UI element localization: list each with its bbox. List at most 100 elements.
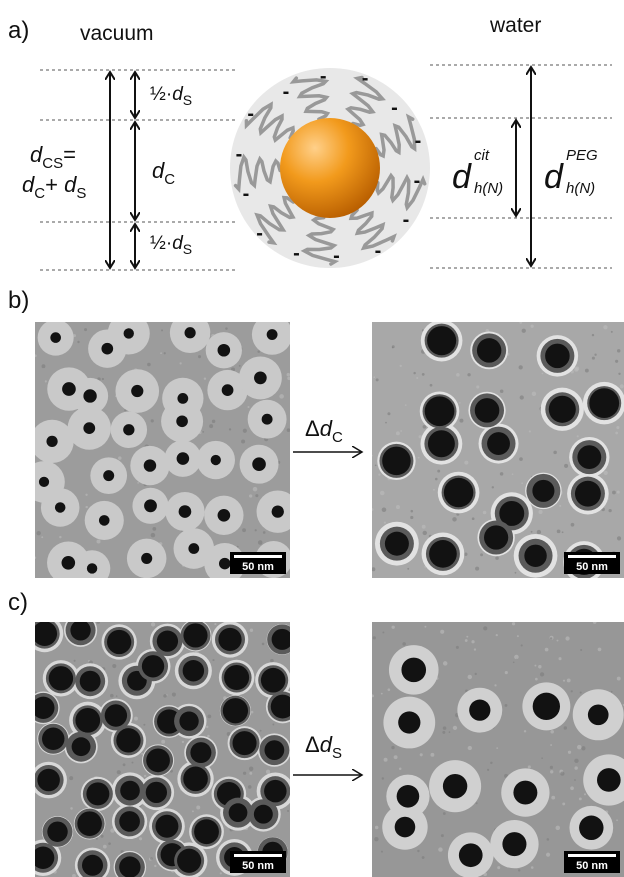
- particle-core: [577, 445, 601, 469]
- noise: [616, 426, 619, 429]
- noise: [512, 473, 514, 475]
- noise: [161, 329, 163, 331]
- particle-core: [157, 631, 178, 652]
- noise: [392, 345, 395, 348]
- particle-core: [524, 545, 546, 567]
- particle-core: [119, 811, 140, 832]
- charge: -: [320, 65, 327, 87]
- noise: [84, 328, 87, 331]
- noise: [249, 494, 252, 497]
- noise: [483, 626, 487, 630]
- noise: [279, 394, 284, 399]
- particle-core: [477, 338, 501, 362]
- noise: [480, 553, 483, 556]
- noise: [580, 649, 582, 651]
- charge: -: [256, 222, 263, 244]
- particle-core: [183, 660, 204, 681]
- noise: [255, 494, 258, 497]
- noise: [147, 363, 151, 367]
- noise: [466, 636, 468, 638]
- noise: [161, 740, 165, 744]
- noise: [382, 507, 387, 512]
- noise: [564, 464, 568, 468]
- noise: [475, 567, 479, 571]
- noise: [100, 835, 103, 838]
- noise: [580, 691, 582, 693]
- noise: [617, 536, 621, 540]
- particle-core: [107, 630, 131, 654]
- noise: [123, 763, 126, 766]
- particle-core: [218, 509, 231, 522]
- noise: [260, 730, 262, 732]
- noise: [394, 755, 398, 759]
- noise: [182, 741, 184, 743]
- noise: [160, 352, 162, 354]
- noise: [270, 659, 274, 663]
- particle-core: [116, 728, 140, 752]
- noise: [474, 648, 476, 650]
- noise: [513, 661, 515, 663]
- charge: -: [333, 245, 340, 267]
- noise: [373, 636, 376, 639]
- particle-core: [513, 781, 537, 805]
- noise: [550, 637, 552, 639]
- particle-core: [224, 665, 249, 690]
- noise: [472, 517, 475, 520]
- noise: [258, 540, 263, 545]
- noise: [557, 640, 559, 642]
- noise: [151, 622, 155, 626]
- noise: [253, 487, 258, 492]
- noise: [180, 362, 182, 364]
- particle-core: [267, 329, 278, 340]
- noise: [565, 636, 569, 640]
- noise: [540, 672, 544, 676]
- charge: -: [236, 143, 243, 165]
- noise: [151, 419, 154, 422]
- micrograph: 50 nm: [371, 320, 624, 583]
- particle-core: [37, 769, 60, 792]
- particle-core: [177, 452, 190, 465]
- micrograph: 50 nm: [25, 614, 300, 877]
- particle-core: [179, 711, 198, 730]
- noise: [110, 694, 114, 698]
- noise: [45, 380, 47, 382]
- core-shell-label: dCS=: [30, 142, 76, 172]
- noise: [443, 726, 447, 730]
- noise: [248, 785, 252, 789]
- particle-core: [50, 332, 61, 343]
- noise: [539, 510, 543, 514]
- noise: [505, 704, 508, 707]
- noise: [382, 777, 384, 779]
- noise: [400, 430, 402, 432]
- particle-core: [261, 668, 286, 693]
- gold-core: [280, 118, 380, 218]
- particle-core: [83, 422, 95, 434]
- noise: [546, 853, 550, 857]
- noise: [459, 402, 461, 404]
- noise: [505, 671, 508, 674]
- scale-label: 50 nm: [576, 860, 608, 872]
- noise: [574, 367, 578, 371]
- noise: [443, 812, 446, 815]
- noise: [102, 378, 104, 380]
- charge: -: [403, 209, 410, 231]
- noise: [521, 482, 523, 484]
- noise: [592, 334, 594, 336]
- noise: [559, 505, 561, 507]
- noise: [620, 384, 624, 388]
- noise: [537, 530, 541, 534]
- noise: [212, 420, 215, 423]
- particle-core: [49, 666, 73, 690]
- particle-core: [397, 785, 420, 808]
- noise: [538, 665, 541, 668]
- particle-core: [427, 326, 456, 355]
- particle-core: [183, 623, 207, 647]
- noise: [453, 726, 457, 730]
- noise: [496, 634, 498, 636]
- particle-core: [487, 432, 510, 455]
- noise: [456, 646, 459, 649]
- noise: [287, 377, 290, 380]
- noise: [85, 494, 87, 496]
- noise: [562, 803, 565, 806]
- charge: -: [415, 130, 422, 152]
